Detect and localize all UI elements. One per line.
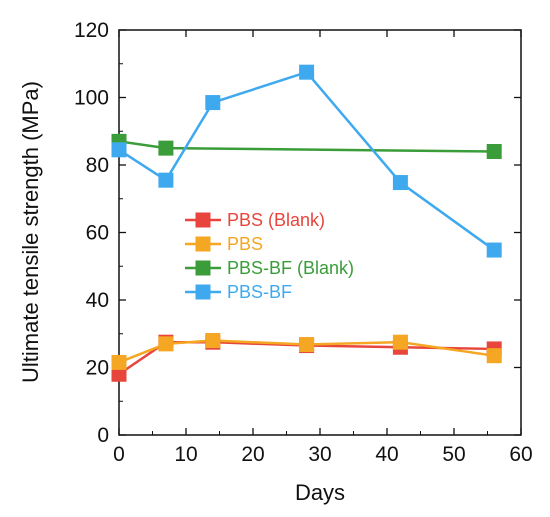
x-tick-label: 40 bbox=[375, 443, 398, 466]
data-point bbox=[111, 354, 127, 370]
legend-marker bbox=[195, 212, 211, 228]
y-tick-label: 100 bbox=[74, 87, 109, 110]
x-tick-label: 60 bbox=[509, 443, 532, 466]
data-point bbox=[299, 337, 315, 353]
legend-marker bbox=[195, 260, 211, 276]
series-line bbox=[118, 140, 495, 153]
y-tick-label: 60 bbox=[86, 222, 109, 245]
data-point bbox=[486, 144, 502, 159]
data-point bbox=[158, 140, 174, 156]
y-tick-label: 20 bbox=[86, 357, 109, 380]
x-tick-label: 10 bbox=[174, 443, 197, 466]
data-point bbox=[111, 142, 127, 158]
legend-label: PBS-BF (Blank) bbox=[227, 258, 354, 278]
data-point bbox=[158, 172, 174, 188]
series-line bbox=[118, 70, 495, 252]
y-tick-label: 0 bbox=[97, 424, 109, 447]
legend-marker bbox=[195, 284, 211, 300]
series-line bbox=[118, 339, 495, 364]
data-point bbox=[158, 336, 174, 352]
x-tick-label: 50 bbox=[442, 443, 465, 466]
legend-label: PBS bbox=[227, 234, 263, 254]
legend-label: PBS (Blank) bbox=[227, 210, 325, 230]
legend: PBS (Blank) PBS PBS-BF (Blank) PBS-BF bbox=[185, 210, 354, 302]
x-axis-title: Days bbox=[295, 480, 345, 505]
data-point bbox=[205, 95, 221, 111]
series-points bbox=[111, 64, 502, 382]
x-tick-label: 20 bbox=[241, 443, 264, 466]
data-point bbox=[392, 175, 408, 191]
data-point bbox=[392, 334, 408, 350]
data-point bbox=[486, 348, 502, 364]
x-tick-label: 30 bbox=[308, 443, 331, 466]
legend-label: PBS-BF bbox=[227, 282, 292, 302]
y-tick-label: 80 bbox=[86, 154, 109, 177]
data-point bbox=[111, 366, 127, 382]
data-point bbox=[299, 64, 315, 80]
legend-marker bbox=[195, 236, 211, 252]
series-lines bbox=[118, 70, 495, 376]
y-tick-label: 40 bbox=[86, 289, 109, 312]
y-tick-label: 120 bbox=[74, 19, 109, 42]
plot-frame bbox=[118, 29, 522, 436]
y-axis-title: Ultimate tensile strength (MPa) bbox=[18, 81, 43, 383]
data-point bbox=[486, 242, 502, 258]
axis-ticks: 0 10 20 30 40 50 60 0 20 40 60 80 100 120 bbox=[74, 19, 533, 466]
x-tick-label: 0 bbox=[113, 443, 125, 466]
data-point bbox=[205, 333, 221, 348]
